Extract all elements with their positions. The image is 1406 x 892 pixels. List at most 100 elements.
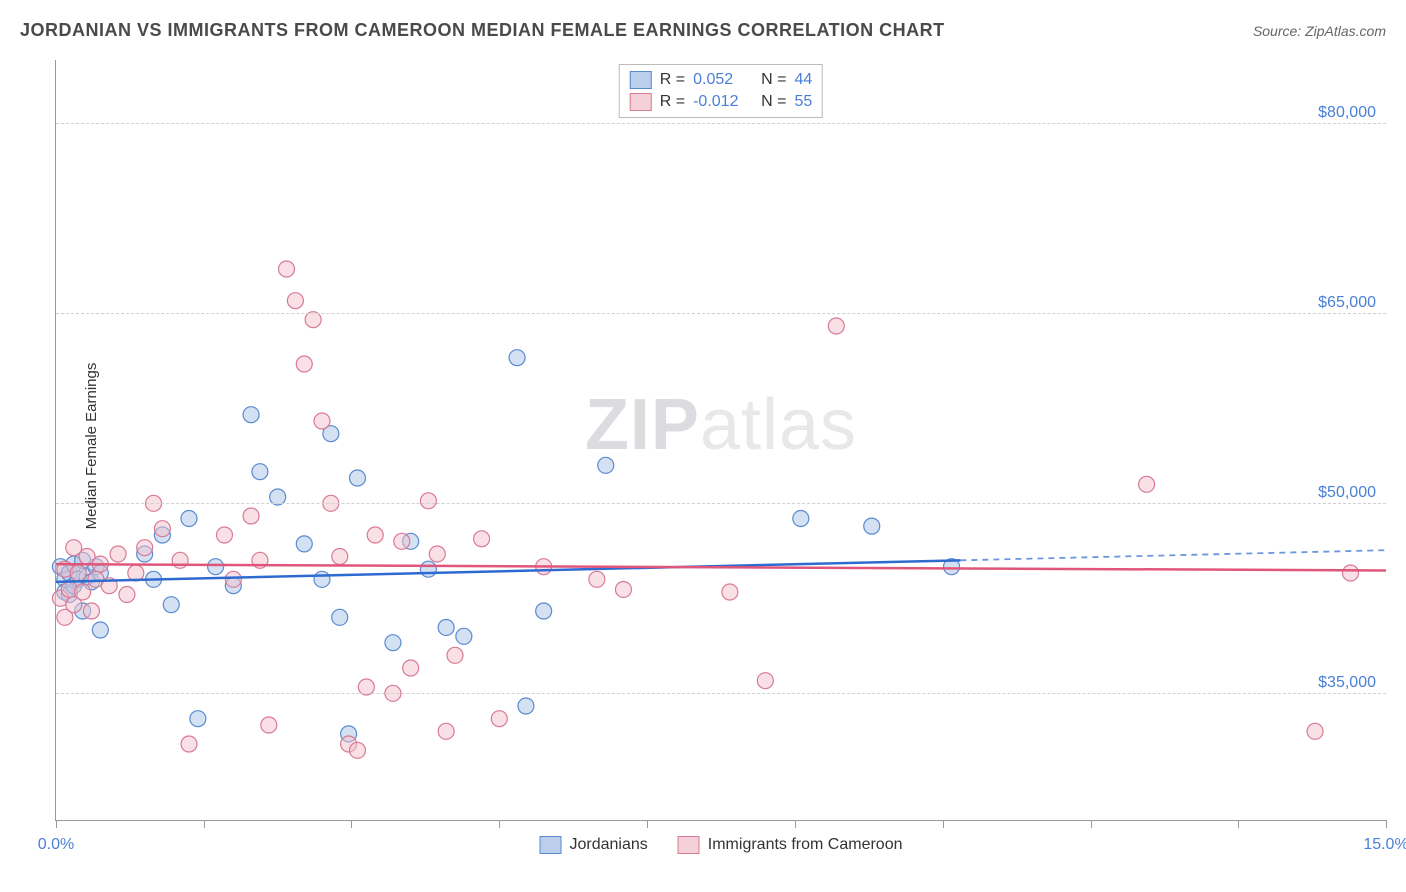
data-point (385, 635, 401, 651)
data-point (181, 511, 197, 527)
data-point (208, 559, 224, 575)
data-point (332, 609, 348, 625)
x-tick (1238, 820, 1239, 828)
data-point (314, 413, 330, 429)
r-value-series2: -0.012 (693, 93, 753, 111)
r-label: R = (660, 93, 685, 111)
data-point (154, 521, 170, 537)
data-point (1307, 723, 1323, 739)
data-point (279, 261, 295, 277)
legend-label-series1: Jordanians (570, 836, 648, 854)
x-tick-label: 15.0% (1363, 836, 1406, 854)
data-point (296, 356, 312, 372)
data-point (491, 711, 507, 727)
data-point (252, 464, 268, 480)
r-label: R = (660, 71, 685, 89)
gridline-h (56, 503, 1386, 504)
x-tick-label: 0.0% (38, 836, 74, 854)
data-point (447, 647, 463, 663)
swatch-pink-icon (678, 836, 700, 854)
data-point (92, 622, 108, 638)
data-point (420, 493, 436, 509)
data-point (403, 660, 419, 676)
data-point (349, 470, 365, 486)
r-value-series1: 0.052 (693, 71, 753, 89)
data-point (456, 628, 472, 644)
data-point (119, 587, 135, 603)
n-label: N = (761, 93, 786, 111)
data-point (1139, 476, 1155, 492)
data-point (438, 619, 454, 635)
data-point (757, 673, 773, 689)
data-point (793, 511, 809, 527)
gridline-h (56, 123, 1386, 124)
x-tick (499, 820, 500, 828)
data-point (332, 549, 348, 565)
y-tick-label: $50,000 (1318, 484, 1376, 502)
legend-row-series1: R = 0.052 N = 44 (630, 69, 812, 91)
data-point (589, 571, 605, 587)
legend-label-series2: Immigrants from Cameroon (708, 836, 903, 854)
data-point (438, 723, 454, 739)
legend-correlation: R = 0.052 N = 44 R = -0.012 N = 55 (619, 64, 823, 118)
data-point (287, 293, 303, 309)
data-point (864, 518, 880, 534)
swatch-blue-icon (540, 836, 562, 854)
data-point (163, 597, 179, 613)
gridline-h (56, 693, 1386, 694)
data-point (1343, 565, 1359, 581)
data-point (509, 350, 525, 366)
data-point (70, 565, 86, 581)
data-point (137, 540, 153, 556)
gridline-h (56, 313, 1386, 314)
data-point (190, 711, 206, 727)
data-point (261, 717, 277, 733)
data-point (722, 584, 738, 600)
title-bar: JORDANIAN VS IMMIGRANTS FROM CAMEROON ME… (20, 20, 1386, 41)
data-point (243, 508, 259, 524)
data-point (536, 603, 552, 619)
data-point (420, 561, 436, 577)
y-tick-label: $65,000 (1318, 294, 1376, 312)
n-label: N = (761, 71, 786, 89)
legend-series: Jordanians Immigrants from Cameroon (540, 836, 903, 854)
data-point (474, 531, 490, 547)
swatch-blue-icon (630, 71, 652, 89)
y-tick-label: $35,000 (1318, 674, 1376, 692)
x-tick (795, 820, 796, 828)
data-point (394, 533, 410, 549)
data-point (75, 584, 91, 600)
data-point (296, 536, 312, 552)
x-tick (204, 820, 205, 828)
legend-item-series1: Jordanians (540, 836, 648, 854)
x-tick (1091, 820, 1092, 828)
x-tick (56, 820, 57, 828)
data-point (598, 457, 614, 473)
x-tick (943, 820, 944, 828)
data-point (181, 736, 197, 752)
chart-title: JORDANIAN VS IMMIGRANTS FROM CAMEROON ME… (20, 20, 945, 41)
data-point (429, 546, 445, 562)
plot-svg (56, 60, 1386, 820)
data-point (225, 571, 241, 587)
data-point (349, 742, 365, 758)
legend-item-series2: Immigrants from Cameroon (678, 836, 903, 854)
data-point (243, 407, 259, 423)
x-tick (1386, 820, 1387, 828)
x-tick (647, 820, 648, 828)
y-tick-label: $80,000 (1318, 104, 1376, 122)
data-point (110, 546, 126, 562)
trend-line-extrapolated (960, 550, 1386, 560)
source-attribution: Source: ZipAtlas.com (1253, 23, 1386, 39)
swatch-pink-icon (630, 93, 652, 111)
n-value-series2: 55 (794, 93, 812, 111)
data-point (367, 527, 383, 543)
data-point (518, 698, 534, 714)
n-value-series1: 44 (794, 71, 812, 89)
x-tick (351, 820, 352, 828)
data-point (828, 318, 844, 334)
data-point (314, 571, 330, 587)
legend-row-series2: R = -0.012 N = 55 (630, 91, 812, 113)
data-point (615, 581, 631, 597)
data-point (216, 527, 232, 543)
